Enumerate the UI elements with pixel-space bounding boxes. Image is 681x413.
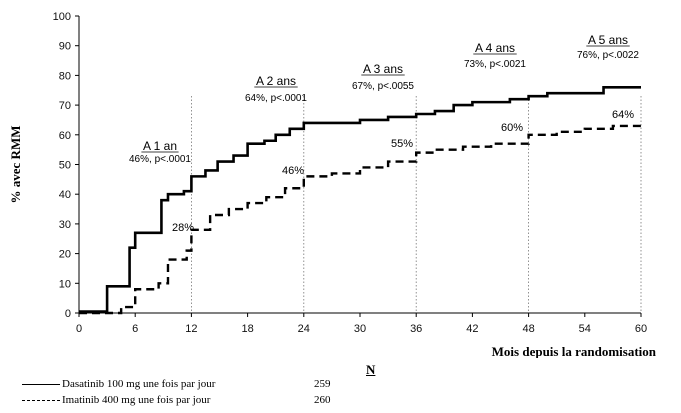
annotation-stat: 73%, p<.0021 [464,59,526,70]
legend-dashed-line [22,400,60,401]
dasatinib-series-line [79,85,641,313]
y-tick-label: 80 [59,70,71,82]
y-tick-label: 0 [65,308,71,320]
y-tick-label: 70 [59,100,71,112]
annotation-title: A 1 an [143,139,177,153]
x-tick-label: 0 [76,323,82,335]
annotation-title: A 4 ans [475,41,515,55]
legend: N Dasatinib 100 mg une fois par jour 259… [0,358,681,413]
legend-item-dasatinib: Dasatinib 100 mg une fois par jour 259 [0,378,400,392]
imatinib-data-label: 64% [612,109,634,121]
y-tick-label: 40 [59,189,71,201]
y-tick-label: 60 [59,130,71,142]
legend-solid-line [22,384,60,385]
x-tick-label: 36 [410,323,422,335]
annotation-stat: 76%, p<.0022 [577,50,639,61]
legend-label: Dasatinib 100 mg une fois par jour [62,378,216,390]
legend-n-value: 260 [314,394,331,406]
x-tick-label: 60 [635,323,647,335]
imatinib-data-label: 55% [391,138,413,150]
annotation-title: A 2 ans [256,74,296,88]
y-tick-label: 10 [59,278,71,290]
annotation-stat: 64%, p<.0001 [245,93,307,104]
legend-item-imatinib: Imatinib 400 mg une fois par jour 260 [0,394,400,408]
y-axis-title: % avec RMM [8,126,23,204]
y-tick-label: 100 [53,11,71,23]
x-tick-label: 30 [354,323,366,335]
y-tick-label: 50 [59,160,71,172]
y-tick-label: 90 [59,41,71,53]
x-tick-label: 18 [241,323,253,335]
imatinib-series-line [79,122,643,315]
imatinib-data-label: 60% [501,122,523,134]
x-tick-label: 54 [579,323,591,335]
x-tick-label: 42 [466,323,478,335]
y-tick-label: 30 [59,219,71,231]
y-tick-label: 20 [59,249,71,261]
x-tick-label: 12 [185,323,197,335]
n-header: N [366,362,376,377]
imatinib-data-label: 46% [282,165,304,177]
legend-label: Imatinib 400 mg une fois par jour [62,394,211,406]
x-axis-title: Mois depuis la randomisation [492,344,657,358]
imatinib-data-label: 28% [172,222,194,234]
annotation-stat: 67%, p<.0055 [352,81,414,92]
chart: 0 10 20 30 40 50 60 70 80 90 100 0 6 12 18 24 30 36 42 48 54… [8,11,657,358]
legend-n-value: 259 [314,378,331,390]
x-tick-label: 24 [298,323,310,335]
x-tick-label: 6 [132,323,138,335]
annotation-stat: 46%, p<.0001 [129,154,191,165]
annotation-title: A 3 ans [363,62,403,76]
x-tick-label: 48 [522,323,534,335]
annotation-title: A 5 ans [588,33,628,47]
